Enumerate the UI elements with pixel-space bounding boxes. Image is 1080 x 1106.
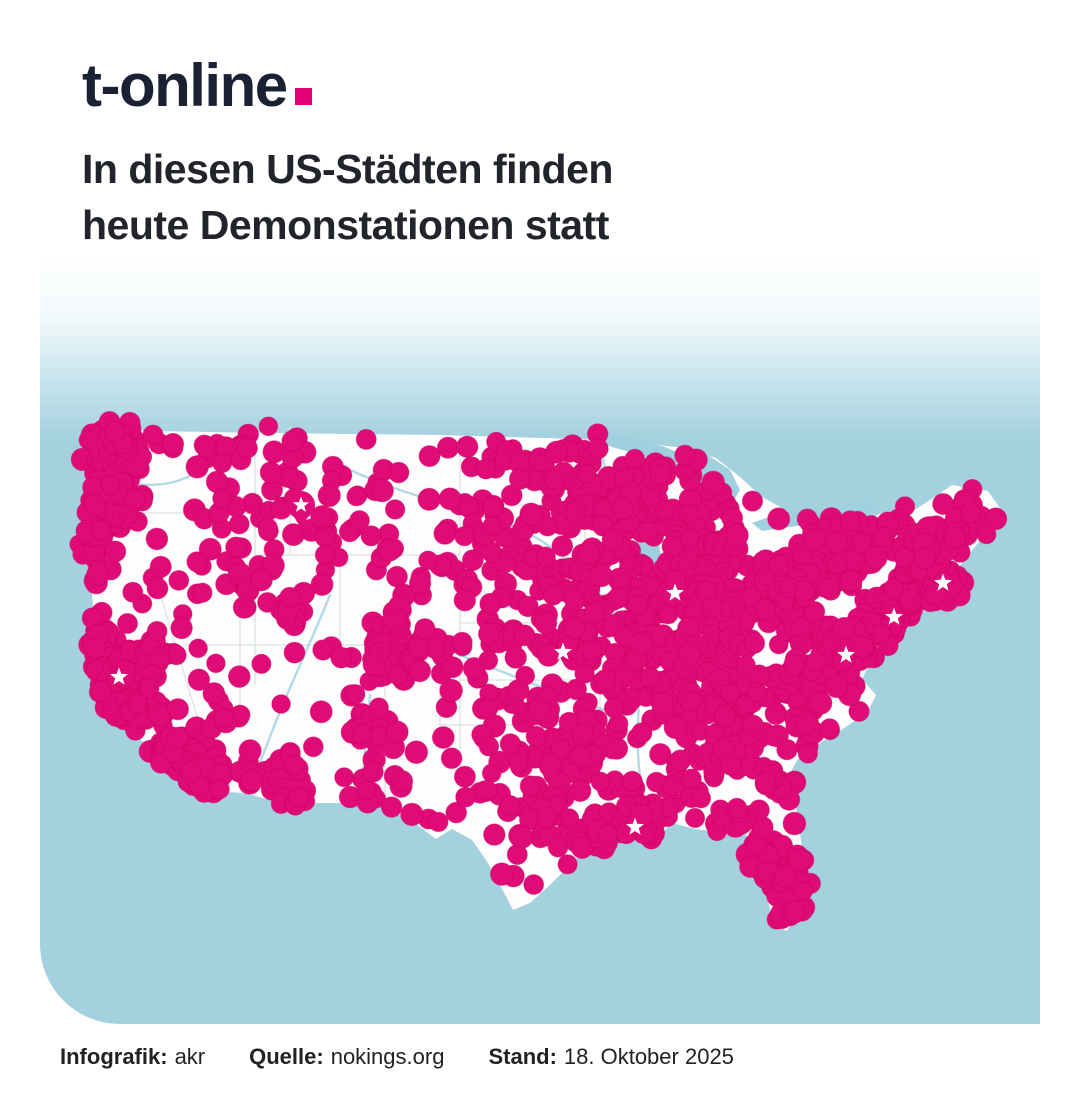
credit-quelle-label: Quelle: bbox=[249, 1044, 324, 1069]
city-star-icon bbox=[666, 583, 684, 601]
credit-quelle: Quelle: nokings.org bbox=[249, 1044, 444, 1070]
demonstration-dots-layer bbox=[69, 411, 1008, 930]
logo-text: t-online bbox=[82, 52, 288, 119]
headline-line-1: In diesen US-Städten finden bbox=[82, 146, 613, 192]
headline-line-2: heute Demonstationen statt bbox=[82, 201, 609, 248]
credit-stand-label: Stand: bbox=[488, 1044, 557, 1069]
credit-stand: Stand: 18. Oktober 2025 bbox=[488, 1044, 733, 1070]
t-online-logo: t-online bbox=[82, 56, 312, 116]
credit-infografik-label: Infografik: bbox=[60, 1044, 168, 1069]
city-star-icon bbox=[554, 642, 572, 660]
city-star-icon bbox=[934, 573, 952, 591]
city-star-icon bbox=[885, 607, 903, 625]
page-title: In diesen US-Städten finden heute Demons… bbox=[82, 142, 613, 254]
city-star-markers-layer bbox=[110, 573, 952, 835]
city-star-icon bbox=[837, 645, 855, 663]
flagship-pin-icon bbox=[287, 491, 315, 528]
credit-stand-value: 18. Oktober 2025 bbox=[563, 1044, 734, 1069]
credit-quelle-value: nokings.org bbox=[330, 1044, 445, 1069]
us-map bbox=[69, 411, 1008, 931]
city-star-icon bbox=[626, 817, 644, 835]
us-demonstrations-map-panel bbox=[40, 255, 1040, 1024]
credit-infografik-value: akr bbox=[174, 1044, 206, 1069]
credit-infografik: Infografik: akr bbox=[60, 1044, 205, 1070]
city-star-icon bbox=[110, 667, 128, 685]
logo-dot-icon bbox=[294, 88, 312, 105]
footer-credits: Infografik: akr Quelle: nokings.org Stand:… bbox=[60, 1044, 1040, 1070]
